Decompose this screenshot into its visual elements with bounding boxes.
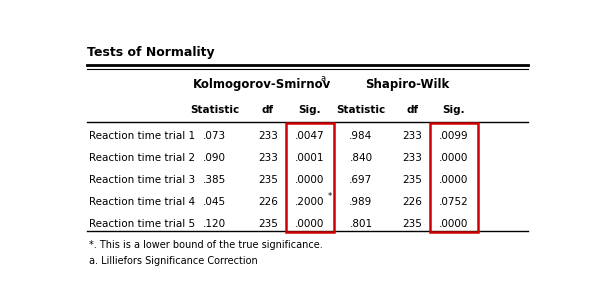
Text: .840: .840 — [349, 153, 373, 163]
Text: Sig.: Sig. — [299, 105, 321, 115]
Text: .045: .045 — [203, 196, 226, 207]
Text: Shapiro-Wilk: Shapiro-Wilk — [365, 78, 449, 91]
Text: 235: 235 — [258, 219, 278, 229]
Text: .2000: .2000 — [295, 196, 325, 207]
Text: 233: 233 — [402, 131, 422, 141]
Text: a. Lilliefors Significance Correction: a. Lilliefors Significance Correction — [89, 256, 258, 266]
Text: 226: 226 — [258, 196, 278, 207]
Text: .0000: .0000 — [295, 175, 325, 185]
Bar — [286, 123, 334, 232]
Text: 235: 235 — [402, 175, 422, 185]
Text: Statistic: Statistic — [190, 105, 239, 115]
Text: a: a — [320, 74, 325, 82]
Text: .0000: .0000 — [439, 153, 469, 163]
Text: df: df — [406, 105, 418, 115]
Text: .0000: .0000 — [295, 219, 325, 229]
Text: .0099: .0099 — [439, 131, 469, 141]
Text: Reaction time trial 5: Reaction time trial 5 — [89, 219, 195, 229]
Text: .989: .989 — [349, 196, 373, 207]
Bar — [430, 123, 478, 232]
Text: .090: .090 — [203, 153, 226, 163]
Text: .984: .984 — [349, 131, 373, 141]
Text: 233: 233 — [258, 131, 278, 141]
Text: 233: 233 — [258, 153, 278, 163]
Text: .0001: .0001 — [295, 153, 325, 163]
Text: .120: .120 — [203, 219, 226, 229]
Text: Sig.: Sig. — [443, 105, 465, 115]
Text: *: * — [328, 192, 332, 201]
Text: Kolmogorov-Smirnov: Kolmogorov-Smirnov — [193, 78, 331, 91]
Text: .801: .801 — [349, 219, 373, 229]
Text: Statistic: Statistic — [337, 105, 386, 115]
Text: df: df — [262, 105, 274, 115]
Text: .0000: .0000 — [439, 219, 469, 229]
Text: .073: .073 — [203, 131, 226, 141]
Text: 226: 226 — [402, 196, 422, 207]
Text: .0000: .0000 — [439, 175, 469, 185]
Text: 235: 235 — [258, 175, 278, 185]
Text: Reaction time trial 3: Reaction time trial 3 — [89, 175, 195, 185]
Text: Reaction time trial 4: Reaction time trial 4 — [89, 196, 195, 207]
Text: Reaction time trial 2: Reaction time trial 2 — [89, 153, 195, 163]
Text: .0047: .0047 — [295, 131, 325, 141]
Text: Reaction time trial 1: Reaction time trial 1 — [89, 131, 195, 141]
Text: *. This is a lower bound of the true significance.: *. This is a lower bound of the true sig… — [89, 240, 323, 250]
Text: Tests of Normality: Tests of Normality — [86, 46, 214, 59]
Text: 233: 233 — [402, 153, 422, 163]
Text: 235: 235 — [402, 219, 422, 229]
Text: .385: .385 — [203, 175, 226, 185]
Text: .0752: .0752 — [439, 196, 469, 207]
Text: .697: .697 — [349, 175, 373, 185]
